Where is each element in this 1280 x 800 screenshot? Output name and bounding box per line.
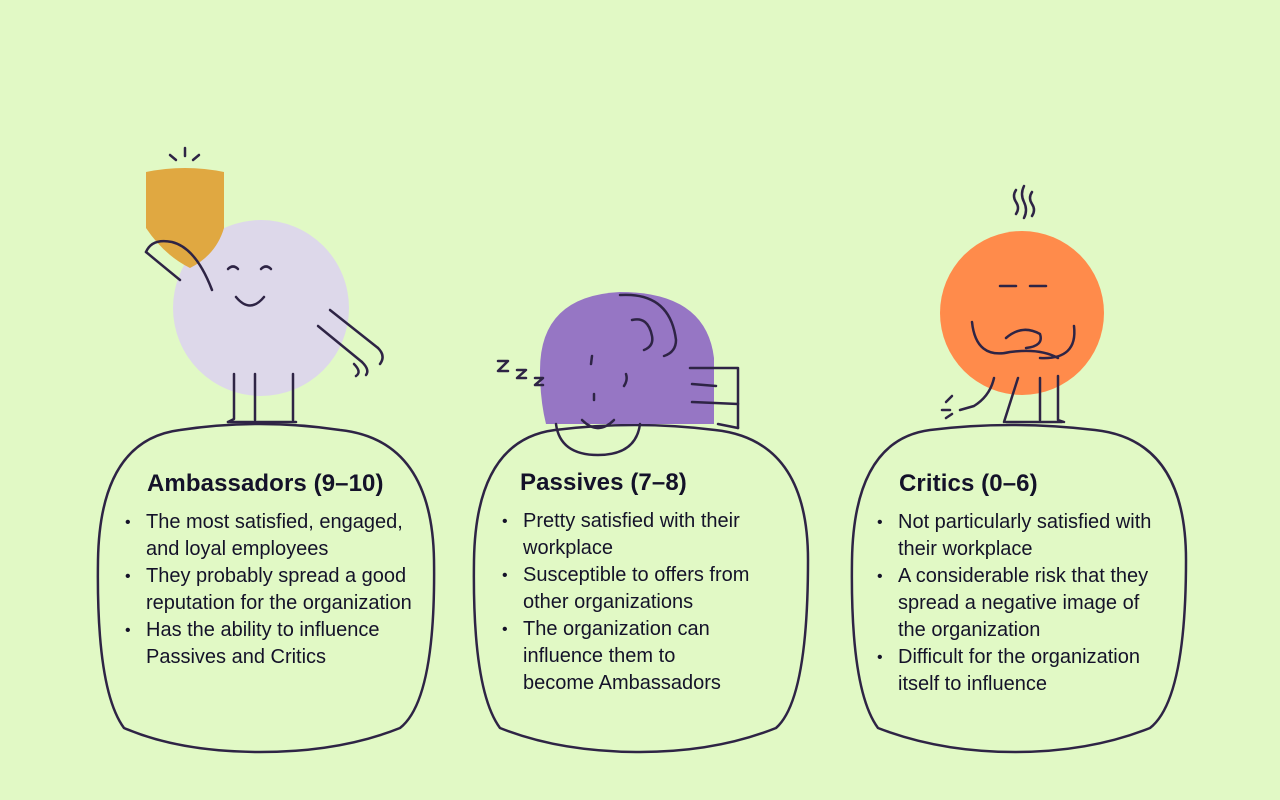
card-ambassadors-outline [96,422,436,754]
bullet-item: Not particularly satisfied with their wo… [877,509,1155,563]
card-bullets-critics: Not particularly satisfied with their wo… [877,509,1155,698]
ambassador-character-icon [144,146,384,424]
bullet-item: A considerable risk that they spread a n… [877,563,1155,644]
bullet-item: Pretty satisfied with their workplace [502,508,752,562]
critic-character-icon [940,184,1104,424]
bullet-item: The organization can influence them to b… [502,616,752,697]
card-passives-outline [472,423,810,754]
card-bullets-passives: Pretty satisfied with their workplace Su… [502,508,752,697]
bullet-item: Difficult for the organization itself to… [877,644,1155,698]
card-title-ambassadors: Ambassadors (9–10) [147,470,384,497]
passive-character-icon [496,292,740,457]
bullet-item: Susceptible to offers from other organiz… [502,562,752,616]
card-bullets-ambassadors: The most satisfied, engaged, and loyal e… [125,509,415,671]
card-title-passives: Passives (7–8) [520,469,687,496]
bullet-item: They probably spread a good reputation f… [125,563,415,617]
bullet-item: Has the ability to influence Passives an… [125,617,415,671]
card-critics-outline [850,423,1188,754]
card-title-critics: Critics (0–6) [899,470,1038,497]
bullet-item: The most satisfied, engaged, and loyal e… [125,509,415,563]
